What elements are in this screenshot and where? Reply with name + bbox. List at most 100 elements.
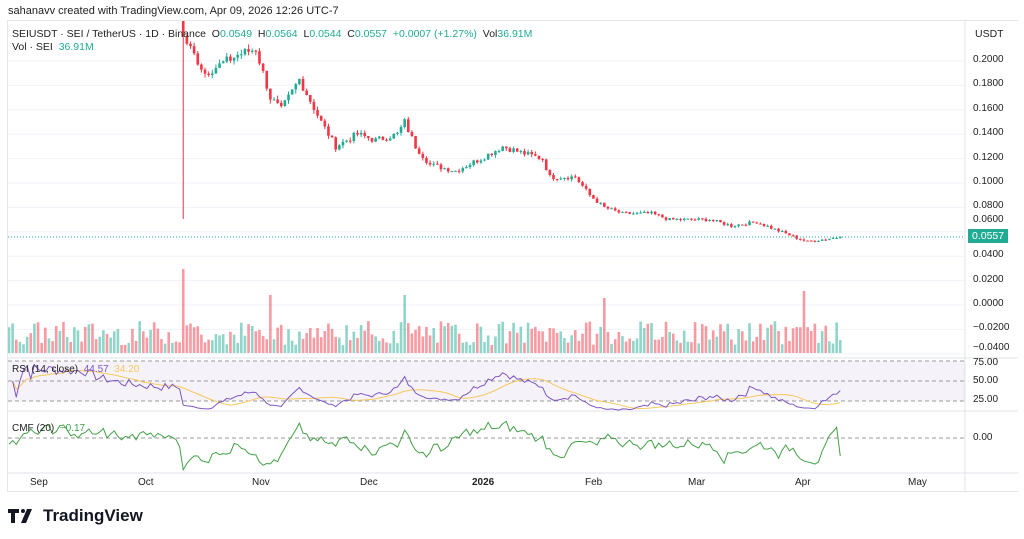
- candle-body: [766, 225, 769, 227]
- volume-bar: [76, 330, 80, 353]
- volume-bar: [112, 331, 116, 353]
- volume-bar: [682, 330, 686, 353]
- volume-bar: [272, 339, 276, 353]
- volume-bar: [8, 327, 11, 353]
- candle-body: [711, 220, 715, 222]
- candle-body: [599, 202, 602, 204]
- volume-bar: [14, 339, 18, 353]
- candle-body: [523, 151, 526, 155]
- candle-body: [203, 69, 207, 74]
- candle-body: [330, 135, 334, 138]
- volume-bar: [381, 338, 385, 353]
- volume-bar: [338, 337, 341, 353]
- candle-body: [312, 101, 316, 111]
- volume-bar: [755, 336, 759, 353]
- volume-bar: [828, 341, 831, 353]
- volume-bar: [555, 332, 559, 353]
- volume-bar: [123, 344, 127, 353]
- volume-bar: [708, 339, 711, 353]
- candle-body: [584, 185, 588, 189]
- symbol-label[interactable]: SEIUSDT · SEI / TetherUS · 1D · Binance: [12, 28, 206, 40]
- cmf-tick: 0.00: [973, 432, 993, 443]
- rsi-legend: RSI (14, close) 44.57 34.20: [12, 364, 139, 375]
- price-tick: 0.1200: [973, 151, 1004, 163]
- candle-body: [770, 225, 773, 229]
- volume-bar: [534, 326, 537, 353]
- volume-bar: [686, 341, 690, 353]
- volume-bar: [396, 343, 399, 353]
- candle-body: [192, 46, 196, 54]
- volume-bar: [298, 331, 301, 353]
- candle-body: [363, 132, 367, 137]
- candle-body: [454, 170, 457, 172]
- volume-bar: [719, 324, 722, 353]
- cmf-label[interactable]: CMF (20): [12, 423, 55, 434]
- candle-body: [272, 99, 276, 101]
- volume-bar: [809, 331, 813, 353]
- volume-bar: [486, 335, 490, 353]
- volume-bar: [788, 340, 791, 353]
- tradingview-logo[interactable]: TradingView: [8, 506, 143, 526]
- volume-bar: [62, 321, 65, 353]
- candle-body: [595, 198, 599, 203]
- candle-body: [755, 222, 759, 224]
- volume-bar: [443, 326, 446, 353]
- volume-bar: [131, 328, 134, 353]
- chart-frame[interactable]: [7, 20, 1018, 492]
- volume-bar: [341, 344, 345, 353]
- currency-label[interactable]: USDT: [975, 28, 1004, 40]
- volume-bar: [149, 329, 152, 353]
- volume-bar: [428, 335, 432, 353]
- volume-bar: [163, 343, 167, 353]
- volume-bar: [40, 342, 43, 353]
- volume-bar: [628, 338, 632, 353]
- volume-bar: [421, 336, 425, 353]
- candle-body: [221, 61, 225, 64]
- candle-body: [483, 159, 486, 161]
- volume-bar: [457, 333, 461, 353]
- candle-body: [519, 151, 523, 153]
- volume-bar: [269, 295, 272, 353]
- candle-body: [671, 217, 675, 220]
- candle-body: [305, 90, 308, 96]
- candle-body: [287, 94, 290, 101]
- volume-bar: [25, 336, 29, 353]
- candle-body: [501, 146, 504, 151]
- volume-bar: [80, 341, 83, 353]
- volume-bar: [820, 331, 824, 353]
- candle-body: [450, 171, 454, 173]
- candle-body: [577, 177, 581, 183]
- candle-body: [210, 73, 214, 75]
- volume-bar: [210, 340, 214, 353]
- volume-bar: [207, 339, 210, 353]
- candle-body: [780, 231, 784, 233]
- candle-body: [563, 177, 566, 179]
- volume-bar: [69, 342, 73, 353]
- volume-bar: [512, 322, 515, 353]
- candle-body: [693, 219, 697, 221]
- volume-bar: [98, 336, 102, 353]
- volume-bar: [51, 341, 54, 353]
- candle-body: [399, 126, 403, 133]
- volume-bar: [330, 328, 334, 353]
- volume-bar: [505, 343, 508, 353]
- volume-bar: [632, 340, 635, 353]
- rsi-label[interactable]: RSI (14, close): [12, 364, 79, 375]
- volume-bar: [142, 331, 145, 353]
- volume-bar: [835, 322, 838, 353]
- volume-bar: [54, 326, 58, 353]
- volume-bar: [102, 330, 105, 353]
- volume-bar: [160, 339, 163, 353]
- volume-bar: [552, 328, 555, 353]
- candle-body: [308, 95, 312, 102]
- candle-body: [374, 138, 377, 142]
- candle-body: [675, 219, 679, 221]
- candle-body: [436, 163, 439, 165]
- candle-body: [759, 223, 762, 225]
- price-chart[interactable]: [8, 21, 1018, 491]
- price-tick: 0.0200: [973, 273, 1004, 285]
- volume-bar: [653, 339, 657, 353]
- volume-label[interactable]: Vol · SEI: [12, 41, 53, 53]
- volume-bar: [813, 323, 817, 353]
- candle-body: [472, 160, 475, 165]
